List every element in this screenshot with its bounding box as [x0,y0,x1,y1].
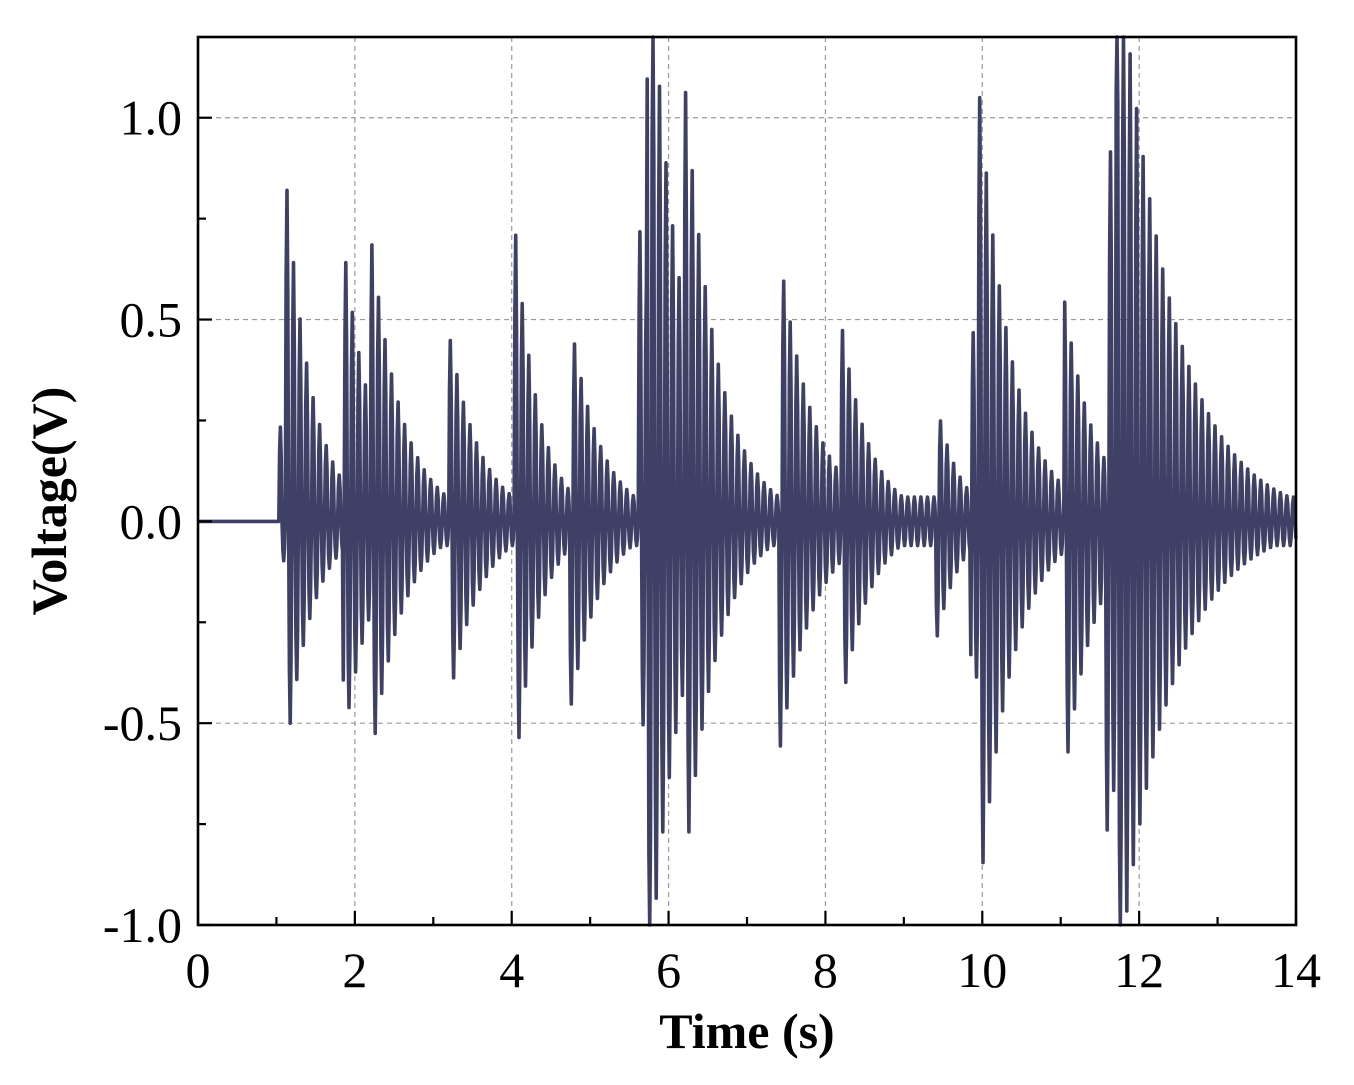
x-tick-label: 6 [656,942,681,998]
y-tick-label: -1.0 [103,897,182,953]
x-axis-title: Time (s) [659,1003,834,1059]
y-tick-label: 0.5 [120,292,183,348]
y-tick-labels: -1.0 -0.5 0.0 0.5 1.0 [103,90,182,953]
y-tick-label: 1.0 [120,90,183,146]
x-tick-label: 14 [1271,942,1321,998]
y-tick-label: 0.0 [120,493,183,549]
y-tick-label: -0.5 [103,695,182,751]
plot-frame [196,35,1298,927]
x-tick-label: 4 [499,942,524,998]
x-tick-label: 8 [813,942,838,998]
x-tick-label: 2 [342,942,367,998]
y-axis-title: Voltage(V) [21,387,77,616]
voltage-signal-line [198,35,1298,927]
x-tick-label: 10 [957,942,1007,998]
x-tick-label: 0 [186,942,211,998]
x-tick-label: 12 [1114,942,1164,998]
x-tick-labels: 0 2 4 6 8 10 12 14 [186,942,1322,998]
signal-layer [198,35,1298,927]
